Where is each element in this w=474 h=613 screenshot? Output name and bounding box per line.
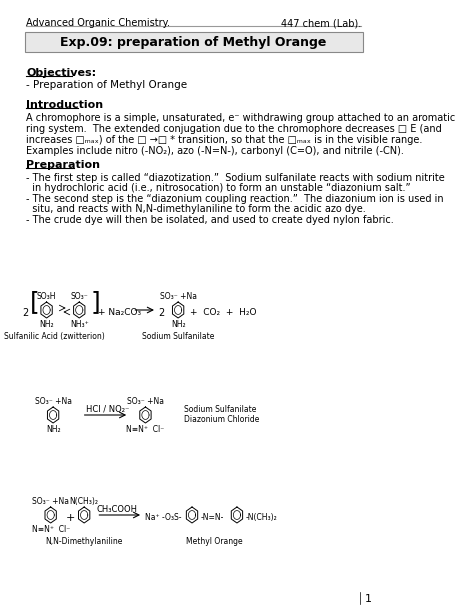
- Text: HCl / NO₂⁻: HCl / NO₂⁻: [86, 405, 129, 414]
- Text: A chromophore is a simple, unsaturated, e⁻ withdrawing group attached to an arom: A chromophore is a simple, unsaturated, …: [26, 113, 456, 123]
- Text: 2: 2: [22, 308, 28, 318]
- Text: -N(CH₃)₂: -N(CH₃)₂: [245, 513, 277, 522]
- Text: - The first step is called “diazotization.”  Sodium sulfanilate reacts with sodi: - The first step is called “diazotizatio…: [26, 173, 445, 183]
- Text: 2: 2: [158, 308, 165, 318]
- Text: + Na₂CO₃: + Na₂CO₃: [98, 308, 141, 317]
- Text: SO₃⁻ +Na: SO₃⁻ +Na: [127, 397, 164, 406]
- Text: Exp.09: preparation of Methyl Orange: Exp.09: preparation of Methyl Orange: [61, 36, 327, 48]
- Text: increases □ₘₐₓ) of the □ →□ * transition, so that the □ₘₐₓ is in the visible ran: increases □ₘₐₓ) of the □ →□ * transition…: [26, 135, 422, 145]
- Text: +  CO₂  +  H₂O: + CO₂ + H₂O: [190, 308, 256, 317]
- Text: situ, and reacts with N,N-dimethylaniline to form the acidic azo dye.: situ, and reacts with N,N-dimethylanilin…: [26, 204, 366, 214]
- Text: - The crude dye will then be isolated, and used to create dyed nylon fabric.: - The crude dye will then be isolated, a…: [26, 215, 394, 225]
- Text: Advanced Organic Chemistry.: Advanced Organic Chemistry.: [26, 18, 170, 28]
- Text: Na⁺ -O₃S-: Na⁺ -O₃S-: [146, 513, 182, 522]
- Text: N≡N⁺  Cl⁻: N≡N⁺ Cl⁻: [32, 525, 70, 534]
- Text: Diazonium Chloride: Diazonium Chloride: [184, 415, 259, 424]
- Text: ring system.  The extended conjugation due to the chromophore decreases □ E (and: ring system. The extended conjugation du…: [26, 124, 442, 134]
- Text: NH₂: NH₂: [171, 320, 185, 329]
- Text: - Preparation of Methyl Orange: - Preparation of Methyl Orange: [26, 80, 187, 90]
- Text: Sulfanilic Acid (zwitterion): Sulfanilic Acid (zwitterion): [4, 332, 105, 341]
- Text: N≡N⁺  Cl⁻: N≡N⁺ Cl⁻: [126, 425, 164, 434]
- Text: Sodium Sulfanilate: Sodium Sulfanilate: [184, 405, 256, 414]
- Text: SO₃⁻: SO₃⁻: [70, 292, 88, 301]
- FancyBboxPatch shape: [25, 32, 363, 52]
- Text: Introduction: Introduction: [26, 100, 103, 110]
- Text: 447 chem (Lab).: 447 chem (Lab).: [281, 18, 361, 28]
- Text: Sodium Sulfanilate: Sodium Sulfanilate: [142, 332, 214, 341]
- Text: Objectives:: Objectives:: [26, 68, 96, 78]
- Text: +: +: [65, 513, 75, 523]
- Text: SO₃⁻ +Na: SO₃⁻ +Na: [160, 292, 197, 301]
- Text: - The second step is the “diazonium coupling reaction.”  The diazonium ion is us: - The second step is the “diazonium coup…: [26, 194, 444, 204]
- Text: in hydrochloric acid (i.e., nitrosocation) to form an unstable “diazonium salt.”: in hydrochloric acid (i.e., nitrosocatio…: [26, 183, 411, 193]
- Text: 1: 1: [365, 594, 372, 604]
- Text: NH₂: NH₂: [39, 320, 54, 329]
- Text: [: [: [30, 290, 40, 314]
- Text: Preparation: Preparation: [26, 160, 100, 170]
- Text: ]: ]: [91, 290, 100, 314]
- Text: SO₃H: SO₃H: [37, 292, 56, 301]
- Text: -N=N-: -N=N-: [200, 513, 224, 522]
- Text: N(CH₃)₂: N(CH₃)₂: [70, 497, 99, 506]
- Text: Methyl Orange: Methyl Orange: [186, 537, 242, 546]
- Text: NH₃⁺: NH₃⁺: [70, 320, 89, 329]
- Text: SO₃⁻ +Na: SO₃⁻ +Na: [32, 497, 69, 506]
- Text: CH₃COOH: CH₃COOH: [96, 505, 137, 514]
- Text: Examples include nitro (-NO₂), azo (-N=N-), carbonyl (C=O), and nitrile (-CN).: Examples include nitro (-NO₂), azo (-N=N…: [26, 146, 404, 156]
- Text: N,N-Dimethylaniline: N,N-Dimethylaniline: [46, 537, 123, 546]
- Text: SO₃⁻ +Na: SO₃⁻ +Na: [35, 397, 72, 406]
- Text: NH₂: NH₂: [46, 425, 60, 434]
